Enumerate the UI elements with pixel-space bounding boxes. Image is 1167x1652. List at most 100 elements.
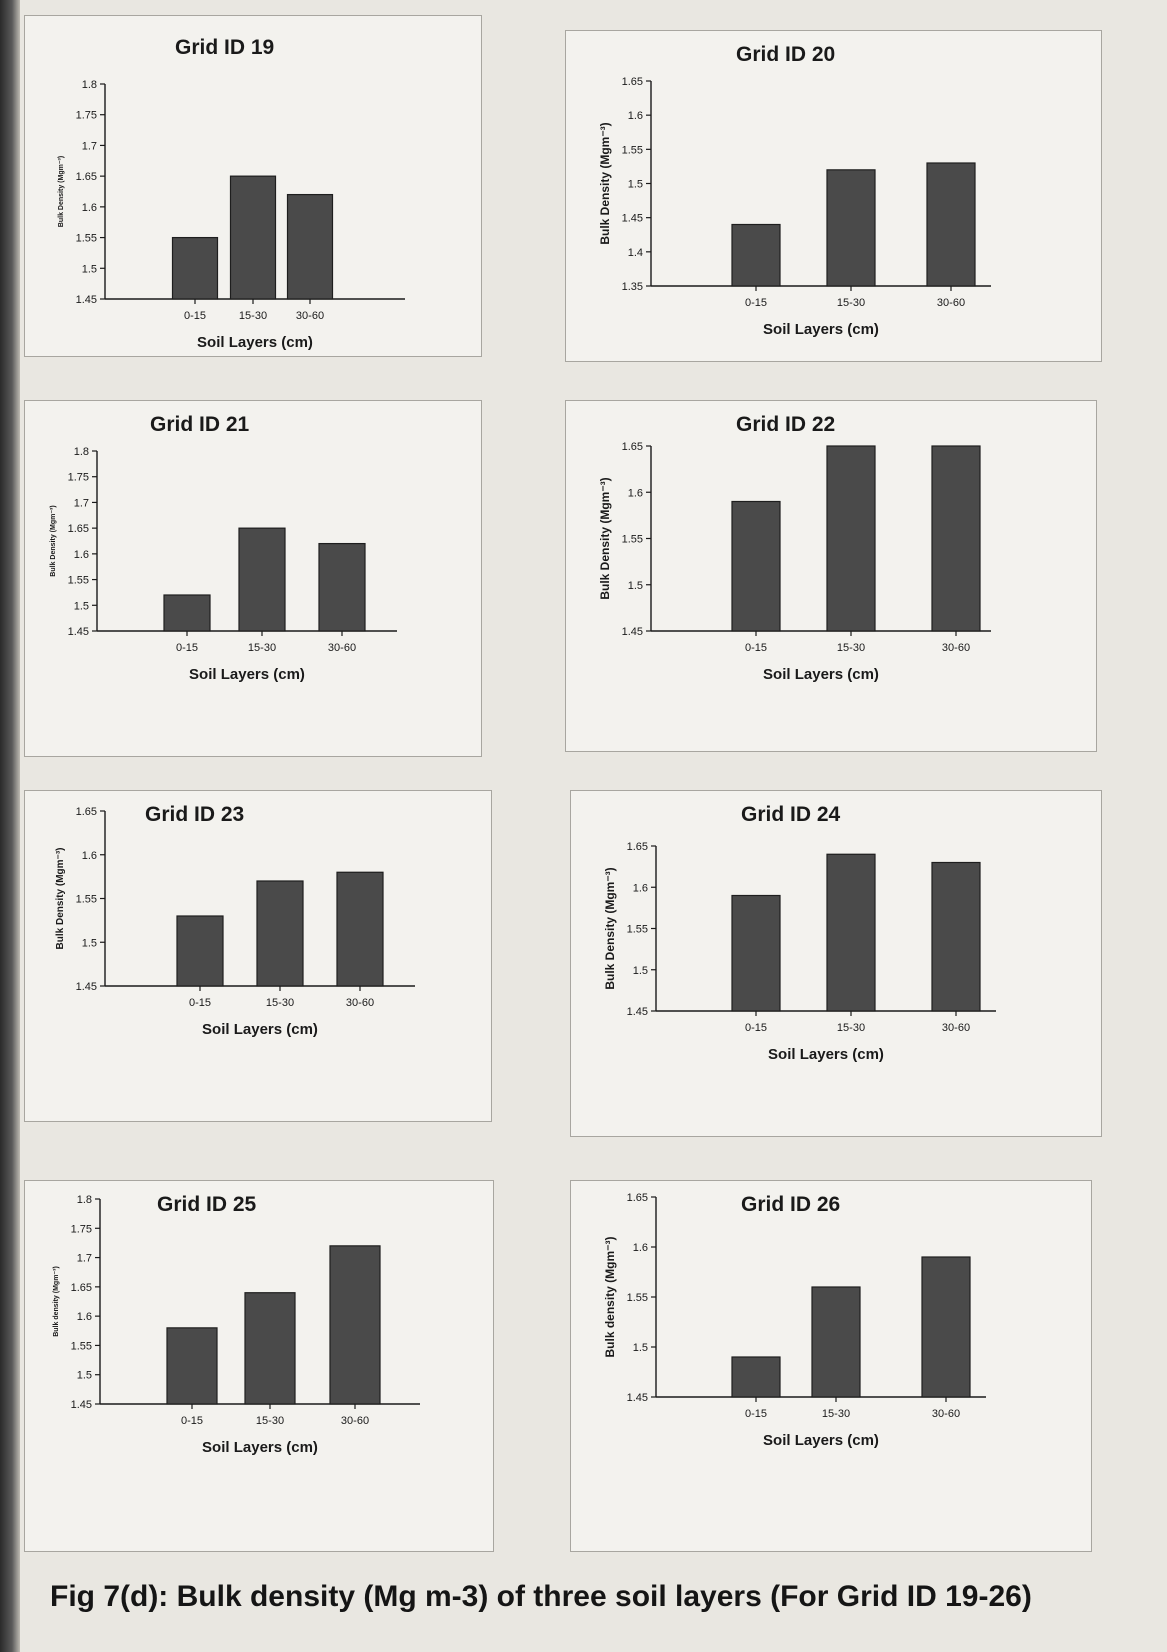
y-tick-label: 1.55 [71,1340,92,1352]
chart-svg: Grid ID 22 1.45 1.5 1.55 1.6 1.65 0-15 15-30 30-… [598,413,991,683]
y-tick-label: 1.65 [627,1192,648,1204]
bar-0-15 [731,500,781,632]
bar-0-15 [166,1327,218,1405]
chart-svg: Grid ID 21 1.45 1.5 1.55 1.6 1.65 1.7 1.75 1.8 0-… [50,413,397,683]
y-axis-label: Bulk Density (Mgm⁻³) [598,477,612,599]
x-tick-label: 0-15 [184,310,206,322]
y-tick-label: 1.65 [76,806,97,818]
chart-title: Grid ID 20 [736,43,835,66]
y-tick-label: 1.65 [627,841,648,853]
chart-panel-grid-22: Grid ID 22 1.45 1.5 1.55 1.6 1.65 0-15 15-30 30-… [565,400,1097,752]
y-tick-label: 1.35 [622,281,643,293]
bar-0-15 [731,1356,781,1398]
bar-0-15 [731,223,781,287]
bar-0-15 [163,594,211,632]
chart-panel-grid-23: Grid ID 23 1.45 1.5 1.55 1.6 1.65 0-15 15-30 30-… [24,790,492,1122]
chart-panel-grid-24: Grid ID 24 1.45 1.5 1.55 1.6 1.65 0-15 15-30 30-… [570,790,1102,1137]
y-tick-label: 1.5 [633,1342,648,1354]
chart-title: Grid ID 19 [175,36,274,59]
x-tick-label: 15-30 [837,642,865,654]
chart-title: Grid ID 26 [741,1193,840,1216]
bar-30-60 [931,861,981,1012]
y-tick-label: 1.45 [627,1392,648,1404]
x-axis-label: Soil Layers (cm) [202,1021,318,1038]
x-axis-label: Soil Layers (cm) [768,1046,884,1063]
chart-svg: Grid ID 20 1.35 1.4 1.45 1.5 1.55 1.6 1.65 0-15 1… [598,43,991,338]
y-tick-label: 1.45 [622,213,643,225]
x-tick-label: 30-60 [932,1408,960,1420]
x-tick-label: 0-15 [745,642,767,654]
x-tick-label: 15-30 [822,1408,850,1420]
x-axis-label: Soil Layers (cm) [202,1439,318,1456]
x-tick-label: 15-30 [837,1022,865,1034]
y-tick-label: 1.4 [628,247,643,259]
bar-30-60 [931,445,981,632]
bar-15-30 [244,1292,296,1405]
bar-15-30 [256,880,304,987]
x-tick-label: 30-60 [328,642,356,654]
y-tick-label: 1.45 [627,1006,648,1018]
chart-panel-grid-21: Grid ID 21 1.45 1.5 1.55 1.6 1.65 1.7 1.75 1.8 0-… [24,400,482,757]
bar-15-30 [826,853,876,1012]
x-tick-label: 15-30 [248,642,276,654]
y-tick-label: 1.45 [71,1399,92,1411]
y-tick-label: 1.55 [622,144,643,156]
chart-svg: Grid ID 24 1.45 1.5 1.55 1.6 1.65 0-15 15-30 30-… [603,803,996,1063]
y-tick-label: 1.5 [82,263,97,275]
y-tick-label: 1.5 [628,179,643,191]
y-tick-label: 1.6 [82,202,97,214]
chart-title: Grid ID 24 [741,803,841,826]
y-tick-label: 1.75 [71,1223,92,1235]
x-tick-label: 15-30 [837,297,865,309]
y-axis-label: Bulk Density (Mgm⁻³) [603,867,617,989]
bar-15-30 [826,169,876,287]
y-tick-label: 1.65 [76,171,97,183]
y-axis-label: Bulk density (Mgm⁻³) [53,1266,60,1337]
chart-svg: Grid ID 25 1.45 1.5 1.55 1.6 1.65 1.7 1.75 1.8 0-… [53,1193,420,1456]
x-tick-label: 30-60 [296,310,324,322]
x-tick-label: 30-60 [942,1022,970,1034]
y-tick-label: 1.7 [82,140,97,152]
chart-panel-grid-26: Grid ID 26 1.45 1.5 1.55 1.6 1.65 0-15 15-30 30-… [570,1180,1092,1552]
chart-svg: Grid ID 23 1.45 1.5 1.55 1.6 1.65 0-15 15-30 30-… [55,803,415,1038]
chart-svg: Grid ID 19 1.45 1.5 1.55 1.6 1.65 1.7 1.75 1.8 0-… [58,36,405,351]
bar-15-30 [826,445,876,632]
x-tick-label: 15-30 [239,310,267,322]
bar-30-60 [926,162,976,287]
bar-15-30 [811,1286,861,1398]
x-tick-label: 0-15 [189,997,211,1009]
y-tick-label: 1.5 [77,1370,92,1382]
bar-30-60 [329,1245,381,1405]
x-axis-label: Soil Layers (cm) [763,666,879,683]
y-axis-label: Bulk density (Mgm⁻³) [603,1236,617,1357]
x-tick-label: 30-60 [937,297,965,309]
chart-title: Grid ID 25 [157,1193,257,1216]
y-tick-label: 1.65 [68,523,89,535]
y-tick-label: 1.8 [82,79,97,91]
x-axis-label: Soil Layers (cm) [197,334,313,351]
x-tick-label: 30-60 [346,997,374,1009]
y-tick-label: 1.65 [71,1282,92,1294]
y-tick-label: 1.5 [628,580,643,592]
x-tick-label: 15-30 [256,1415,284,1427]
y-tick-label: 1.6 [74,549,89,561]
y-tick-label: 1.45 [622,626,643,638]
x-axis-label: Soil Layers (cm) [189,666,305,683]
y-tick-label: 1.75 [76,110,97,122]
y-axis-label: Bulk Density (Mgm⁻³) [55,848,66,950]
x-tick-label: 0-15 [181,1415,203,1427]
chart-title: Grid ID 23 [145,803,244,826]
y-tick-label: 1.55 [627,924,648,936]
y-tick-label: 1.45 [68,626,89,638]
y-axis-label: Bulk Density (Mgm⁻³) [598,122,612,244]
y-tick-label: 1.5 [633,965,648,977]
binding-shadow [0,0,20,1652]
y-tick-label: 1.6 [633,882,648,894]
bar-30-60 [286,193,334,300]
y-tick-label: 1.65 [622,441,643,453]
x-axis-label: Soil Layers (cm) [763,321,879,338]
chart-title: Grid ID 21 [150,413,250,436]
chart-panel-grid-25: Grid ID 25 1.45 1.5 1.55 1.6 1.65 1.7 1.75 1.8 0-… [24,1180,494,1552]
chart-panel-grid-20: Grid ID 20 1.35 1.4 1.45 1.5 1.55 1.6 1.65 0-15 1… [565,30,1102,362]
x-tick-label: 30-60 [942,642,970,654]
